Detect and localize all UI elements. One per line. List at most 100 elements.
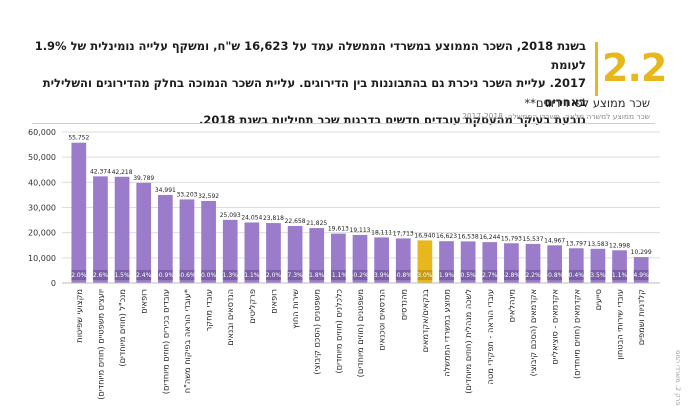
bar-value-label: 10,299 <box>631 249 652 256</box>
pct-change-label: -0.6% <box>178 272 196 279</box>
intro-line: 2017. עליית השכר ניכרת גם בהתבוננות בין … <box>42 76 586 109</box>
pct-change-band <box>266 270 281 280</box>
bar-value-label: 15,793 <box>501 235 522 242</box>
category-label: כלכלנים (חוזים מיוחדים) <box>333 289 343 374</box>
pct-change-label: 1.1% <box>244 272 260 279</box>
pct-change-label: -0.2% <box>351 272 369 279</box>
category-label: יועצים משפטיים (חוזים מיוחדים) <box>95 289 105 400</box>
subtitle-divider <box>32 123 655 124</box>
pct-change-band <box>547 270 563 280</box>
pct-change-band <box>612 270 627 280</box>
pct-change-band <box>590 270 606 280</box>
category-label: פרקליטים <box>247 289 257 324</box>
pct-change-label: 0.4% <box>569 272 585 279</box>
bar-value-label: 42,374 <box>90 168 111 175</box>
pct-change-band <box>331 270 346 280</box>
intro-line: בשנת 2018, השכר הממוצע במשרדי הממשלה עמד… <box>34 39 586 72</box>
category-label: עובדי הוראה - תפקידי מטה <box>485 289 495 384</box>
pct-change-band <box>568 270 584 280</box>
section-divider <box>595 42 598 96</box>
pct-change-label: 2.0% <box>71 272 87 279</box>
y-tick-label: 50,000 <box>28 153 56 162</box>
bar <box>114 176 130 283</box>
bar <box>93 176 108 283</box>
pct-change-band <box>136 270 152 280</box>
pct-change-band <box>439 270 454 280</box>
pct-change-label: 2.6% <box>93 272 109 279</box>
bar <box>244 222 260 283</box>
bar-value-label: 18,111 <box>371 229 392 236</box>
category-label: מנכ"ל (חוזים מיוחדים) <box>117 289 127 367</box>
bar-value-label: 15,537 <box>523 236 544 243</box>
pct-change-band <box>114 270 130 280</box>
pct-change-label: 3.5% <box>590 272 606 279</box>
pct-change-label: 4.9% <box>634 272 650 279</box>
pct-change-label: 3.0% <box>417 272 433 279</box>
bar <box>136 182 152 283</box>
bar-value-label: 55,752 <box>68 135 89 142</box>
category-label: אקדמאים (הסכם קיבוצי) <box>528 289 538 376</box>
pct-change-label: 2.2% <box>525 272 541 279</box>
pct-change-label: 0.0% <box>201 272 217 279</box>
pct-change-label: 1.5% <box>114 272 130 279</box>
pct-change-band <box>482 270 498 280</box>
pct-change-label: -0.8% <box>395 272 413 279</box>
bar-value-label: 16,940 <box>414 232 435 239</box>
bar <box>266 223 281 283</box>
bar <box>222 219 238 283</box>
pct-change-label: 2.4% <box>136 272 152 279</box>
pct-change-band <box>309 270 325 280</box>
category-label: רופאים <box>268 289 278 314</box>
y-tick-label: 30,000 <box>28 204 56 213</box>
pct-change-label: 3.9% <box>374 272 390 279</box>
category-label: בנקאים/אקדמאים <box>420 289 430 353</box>
category-label: עובדי שירותי הבטחון <box>615 289 625 360</box>
bar-value-label: 24,054 <box>241 214 262 221</box>
bar-value-label: 17,713 <box>393 230 414 237</box>
pct-change-band <box>93 270 108 280</box>
pct-change-label: -0.9% <box>157 272 175 279</box>
pct-change-label: -1.1% <box>330 272 348 279</box>
bar-value-label: 19,613 <box>328 226 349 233</box>
bar-value-label: 12,998 <box>609 242 630 249</box>
pct-change-band <box>179 270 195 280</box>
category-label: מהנדסים <box>398 289 408 320</box>
category-label: משפטנים (חוזים מיוחדים) <box>355 289 365 377</box>
pct-change-band <box>374 270 389 280</box>
bar-value-label: 32,592 <box>198 193 219 200</box>
chart-title: שכר ממוצע לפי דירוגים** <box>524 96 650 110</box>
category-label: משפטנים (הסכם קיבוצי) <box>312 289 322 375</box>
category-label: הנדסאים ובנאים <box>225 289 235 346</box>
category-label: מינהלאים <box>506 289 516 322</box>
y-tick-label: 10,000 <box>28 254 56 263</box>
bar <box>157 194 173 283</box>
bar-value-label: 13,583 <box>587 241 608 248</box>
y-tick-label: 20,000 <box>28 229 56 238</box>
pct-change-label: 1.1% <box>612 272 628 279</box>
bar <box>309 228 325 283</box>
pct-change-band <box>417 270 433 280</box>
pct-change-label: 1.3% <box>223 272 239 279</box>
bar-value-label: 16,623 <box>436 233 457 240</box>
bar-value-label: 42,218 <box>112 169 133 176</box>
section-number: 2.2 <box>602 46 667 90</box>
category-label: סייעים <box>593 289 603 310</box>
bar-value-label: 39,789 <box>133 175 154 182</box>
pct-change-label: 2.0% <box>266 272 282 279</box>
category-label: אקדמאים (חוזים מיוחדים) <box>571 289 581 379</box>
pct-change-band <box>525 270 541 280</box>
pct-change-band <box>222 270 238 280</box>
bar <box>201 200 216 283</box>
pct-change-band <box>244 270 260 280</box>
category-label: מקצועי שפיטות <box>74 289 84 343</box>
pct-change-band <box>504 270 519 280</box>
chart-subtitle: שכר ממוצע למשרה מלאה, משרדי הממשלה, 2017… <box>462 112 650 121</box>
pct-change-band <box>633 270 649 280</box>
bar-value-label: 22,658 <box>285 218 306 225</box>
pct-change-band <box>460 270 476 280</box>
bar-value-label: 21,825 <box>306 220 327 227</box>
bar <box>71 142 87 283</box>
bar-value-label: 23,818 <box>263 215 284 222</box>
bar-value-label: 25,093 <box>220 212 241 219</box>
pct-change-label: -2.8% <box>503 272 521 279</box>
